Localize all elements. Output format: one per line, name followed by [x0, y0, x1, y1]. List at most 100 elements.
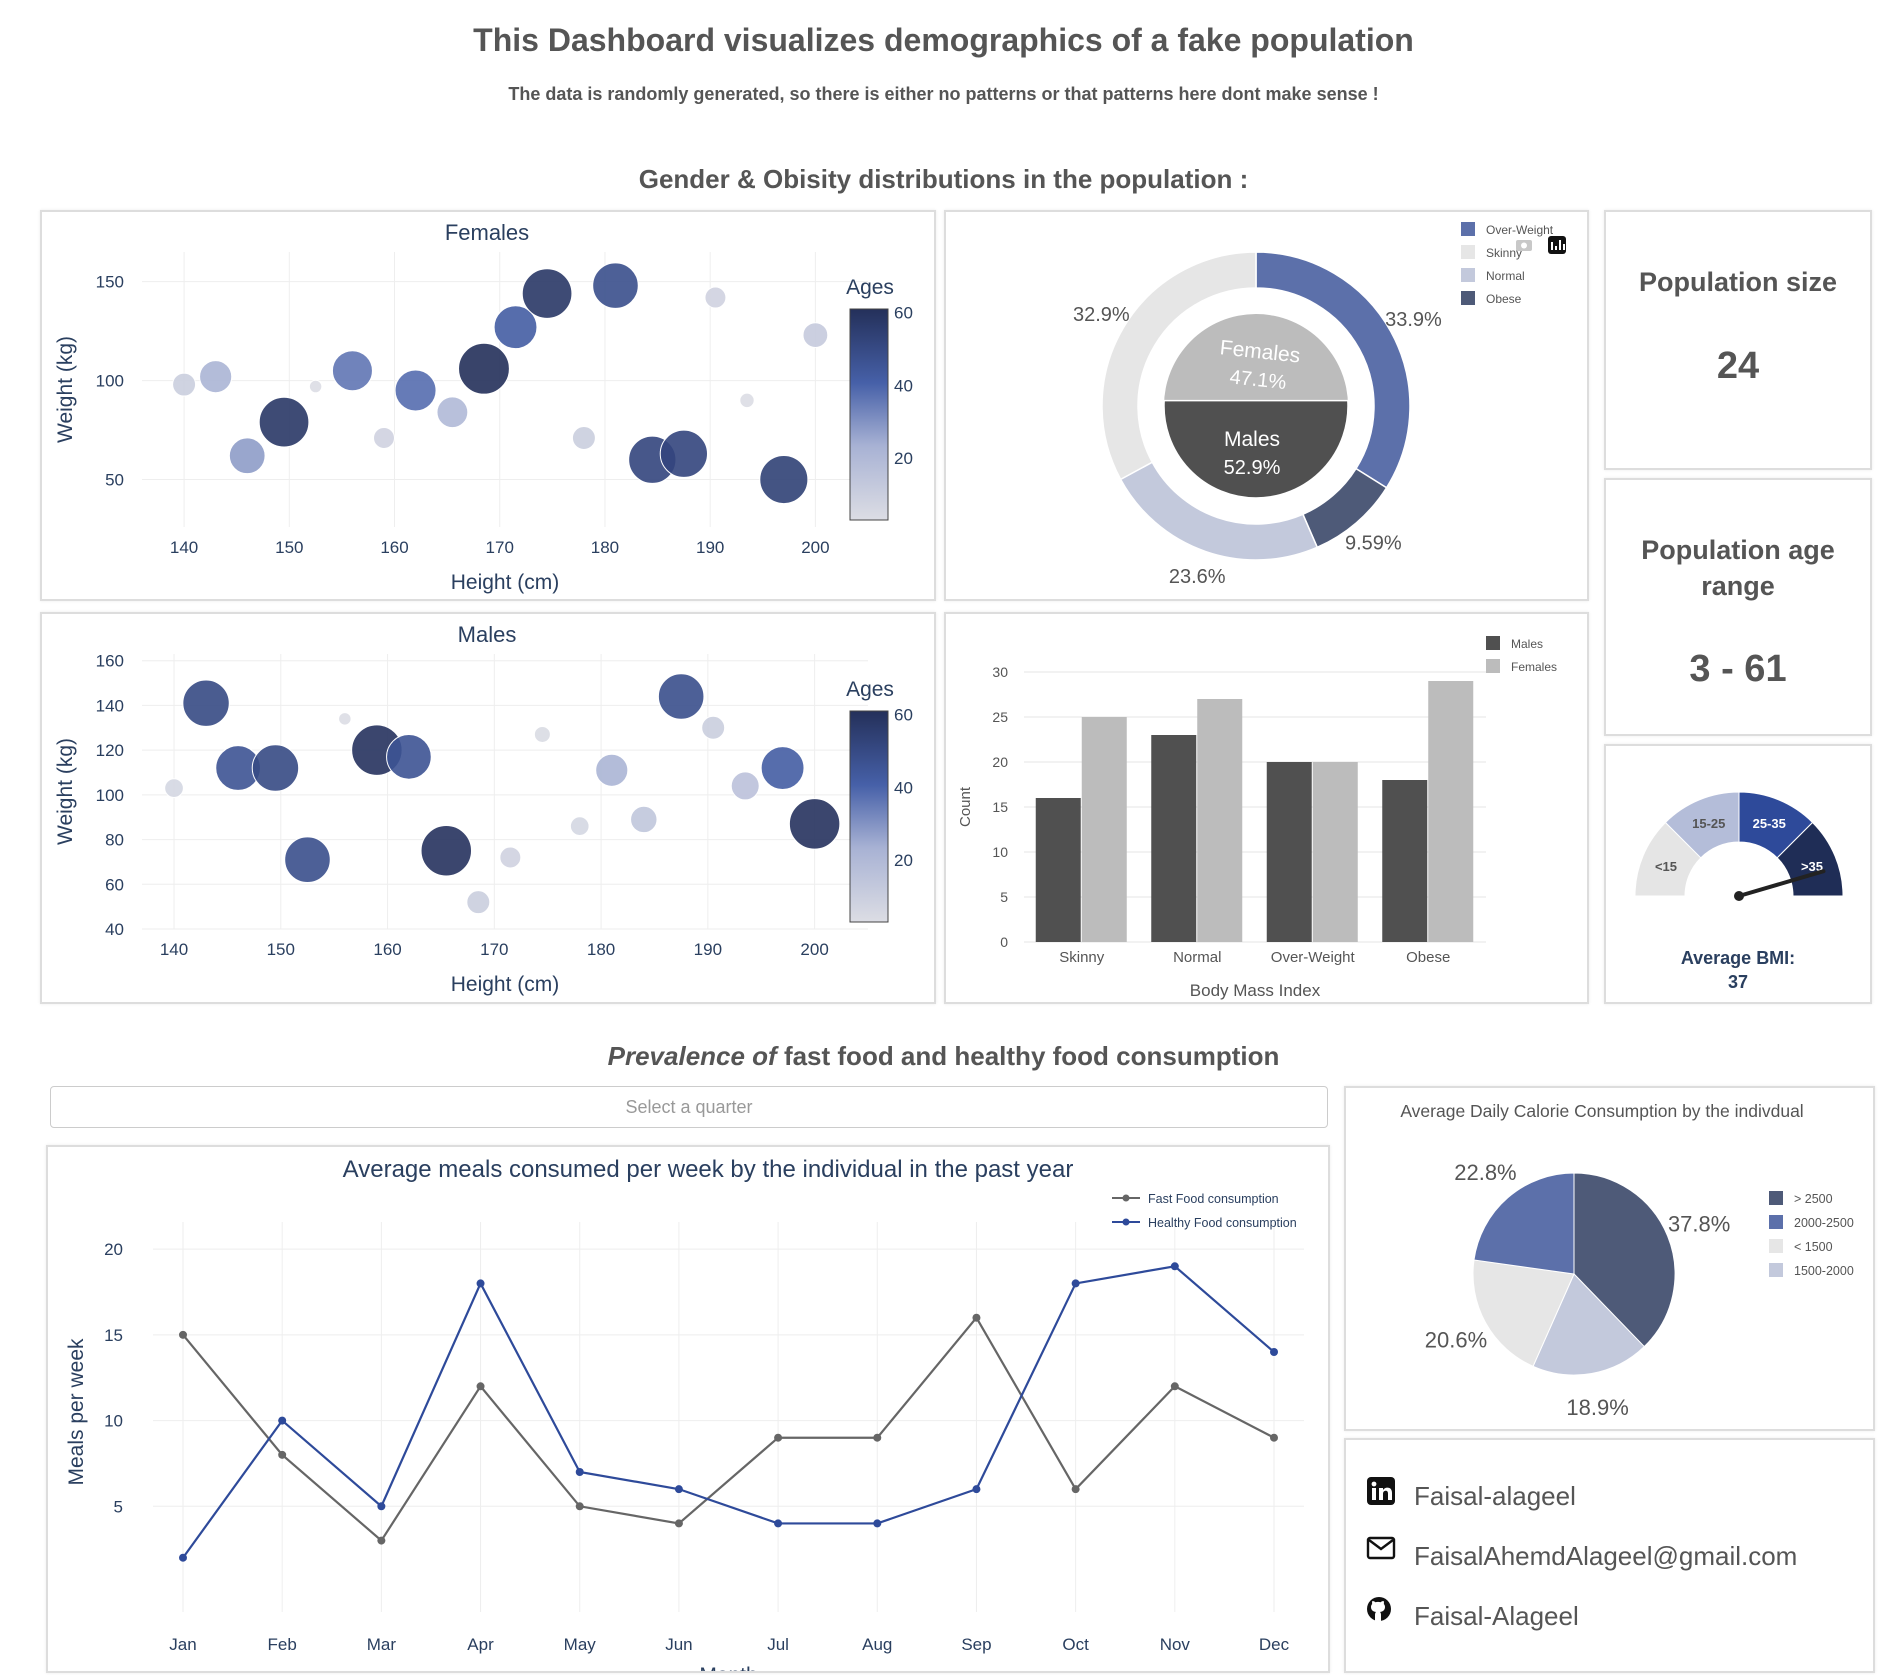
scatter-point: [788, 798, 841, 850]
y-tick-label: 30: [992, 664, 1008, 680]
scatter-point: [493, 305, 538, 350]
pie-slice-label: 22.8%: [1454, 1160, 1516, 1185]
scatter-point: [284, 836, 331, 883]
x-tick-label: 180: [587, 940, 615, 959]
bmi-bar-chart[interactable]: 0 5 10 15 20 25 30 Skinny Normal Over-Weight Obese…: [946, 614, 1587, 1002]
logo-bar: [1563, 244, 1565, 250]
bar: [1035, 798, 1081, 942]
x-tick-label: Oct: [1062, 1635, 1089, 1654]
age-range-card: Population age range 3 - 61: [1604, 478, 1872, 736]
colorbar-tick-label: 20: [894, 851, 913, 870]
donut-slice-label: 33.9%: [1385, 309, 1442, 331]
y-tick-label: 15: [104, 1326, 123, 1345]
y-tick-label: 5: [1000, 889, 1008, 905]
scatter-point: [164, 778, 184, 798]
y-tick-label: 10: [992, 844, 1008, 860]
x-tick-label: 140: [160, 940, 188, 959]
x-tick-label: Dec: [1259, 1635, 1290, 1654]
series-point: [1071, 1279, 1080, 1288]
x-tick-label: 190: [694, 940, 722, 959]
obesity-donut-chart[interactable]: 33.9%9.59%23.6%32.9%Females47.1%Males52.…: [946, 212, 1587, 599]
y-tick-label: 80: [105, 831, 124, 850]
x-tick-label: Feb: [268, 1635, 297, 1654]
scatter-point: [759, 454, 809, 505]
gauge-band-label: 15-25: [1692, 816, 1725, 831]
series-point: [1071, 1485, 1080, 1494]
mail-icon: [1366, 1536, 1396, 1571]
github-contact[interactable]: Faisal-Alageel: [1366, 1596, 1579, 1636]
legend-label: Females: [1511, 660, 1557, 674]
series-line: [182, 1315, 1275, 1543]
calorie-pie-chart[interactable]: Average Daily Calorie Consumption by the…: [1346, 1088, 1873, 1429]
pie-slice-label: 20.6%: [1425, 1328, 1487, 1353]
scatter-point: [199, 360, 233, 394]
x-tick-label: 150: [275, 538, 303, 557]
x-tick-label: 180: [591, 538, 619, 557]
y-tick-label: 160: [96, 652, 124, 671]
colorbar: [849, 710, 889, 923]
series-point: [179, 1330, 187, 1339]
page-subtitle: The data is randomly generated, so there…: [508, 84, 1379, 104]
series-point: [873, 1433, 882, 1442]
pie-slice-label: 18.9%: [1566, 1395, 1628, 1420]
scatter-point: [569, 816, 590, 837]
x-tick-label: Apr: [467, 1635, 494, 1654]
scatter-point: [802, 322, 829, 348]
legend-swatch: [1461, 245, 1475, 259]
males-scatter-chart[interactable]: Males 140 150 160 170 180 190 200 40 60 80 100 120 14…: [42, 614, 934, 1002]
scatter-point: [592, 262, 639, 309]
series-point: [972, 1313, 981, 1322]
legend-label: Skinny: [1486, 246, 1522, 260]
series-point: [377, 1502, 386, 1511]
series-line: [182, 1265, 1275, 1559]
x-axis-label: Height (cm): [451, 973, 560, 996]
linkedin-link[interactable]: Faisal-alageel: [1414, 1480, 1576, 1511]
colorbar: [849, 308, 889, 521]
scatter-point: [659, 429, 709, 478]
logo-bar: [1551, 242, 1553, 250]
y-tick-label: 5: [114, 1497, 123, 1516]
legend-label: Normal: [1486, 269, 1525, 283]
legend-marker: [1122, 1218, 1130, 1226]
gauge-needle-hub: [1734, 891, 1744, 901]
legend-swatch: [1769, 1215, 1783, 1229]
meals-line-panel: Average meals consumed per week by the i…: [46, 1145, 1330, 1673]
females-scatter-chart[interactable]: Females 140 150 160 170 180 190 200 50 100 150 Heig…: [42, 212, 934, 599]
github-link[interactable]: Faisal-Alageel: [1414, 1600, 1579, 1631]
scatter-point: [595, 753, 629, 787]
meals-line-chart[interactable]: Average meals consumed per week by the i…: [48, 1147, 1328, 1671]
legend-label: 2000-2500: [1794, 1216, 1854, 1230]
chart-title: Females: [445, 220, 529, 245]
scatter-point: [533, 725, 551, 743]
scatter-point: [571, 425, 596, 450]
gauge-band-label: 25-35: [1753, 816, 1786, 831]
series-point: [278, 1450, 287, 1459]
donut-slice-label: 23.6%: [1169, 566, 1226, 588]
email-link[interactable]: FaisalAhemdAlageel@gmail.com: [1414, 1540, 1798, 1571]
section-title-food-em: Prevalence of: [607, 1041, 777, 1071]
logo-bar: [1555, 246, 1557, 250]
legend-swatch: [1461, 291, 1475, 305]
email-contact[interactable]: FaisalAhemdAlageel@gmail.com: [1366, 1536, 1797, 1576]
x-tick-label: Over-Weight: [1271, 949, 1356, 966]
x-tick-label: 170: [486, 538, 514, 557]
colorbar-title: Ages: [846, 678, 894, 701]
bmi-bar-panel: 0 5 10 15 20 25 30 Skinny Normal Over-Weight Obese…: [944, 612, 1589, 1004]
linkedin-contact[interactable]: Faisal-alageel: [1366, 1476, 1576, 1516]
linkedin-icon: [1366, 1477, 1396, 1511]
legend-label: < 1500: [1794, 1240, 1833, 1254]
chart-title: Average meals consumed per week by the i…: [343, 1156, 1074, 1183]
quarter-select-dropdown[interactable]: Select a quarter: [50, 1086, 1328, 1128]
scatter-point: [228, 437, 266, 475]
y-tick-label: 10: [104, 1412, 123, 1431]
x-tick-label: Jul: [767, 1635, 789, 1654]
scatter-point: [739, 392, 755, 409]
series-point: [476, 1382, 485, 1391]
bar: [1266, 762, 1312, 942]
legend-label: Fast Food consumption: [1148, 1192, 1279, 1206]
y-tick-label: 140: [96, 696, 124, 715]
inner-pie-label: Males: [1224, 428, 1280, 451]
pie-slice: [1472, 1259, 1575, 1367]
population-size-value: 24: [1716, 345, 1760, 387]
series-point: [774, 1519, 783, 1528]
